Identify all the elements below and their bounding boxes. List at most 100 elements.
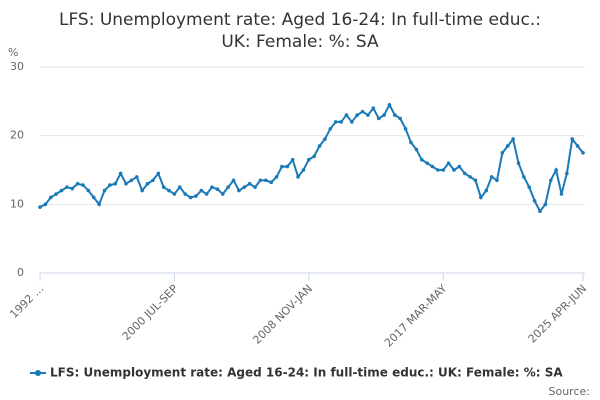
point [102,188,107,193]
point [118,171,123,176]
point [532,199,537,203]
point [280,164,284,169]
legend-label: LFS: Unemployment rate: Aged 16-24: In f… [50,366,563,380]
point [522,175,526,179]
point [398,116,403,121]
point [59,188,64,193]
point [161,185,166,189]
point [339,120,343,124]
point [134,175,139,179]
point [70,186,75,191]
point [177,185,182,189]
point [446,161,451,165]
point [274,175,279,179]
point [559,192,564,196]
y-axis-label: % [8,46,18,59]
point [269,180,273,185]
point [210,185,214,189]
point [242,185,247,189]
point [65,185,69,189]
point [226,185,230,189]
point [237,188,241,193]
chart-title: UK: Female: %: SA [221,32,379,52]
point [328,127,333,131]
point [457,164,462,169]
x-tick-label: 2008 NOV-JAN [250,282,315,347]
point [258,178,263,183]
x-tick-label: 2025 APR-JUN [526,282,590,346]
point [479,195,483,200]
point [473,178,478,183]
point [403,127,408,131]
point [54,192,58,196]
point [484,188,489,193]
point [199,188,204,193]
point [505,144,510,148]
point [441,168,446,172]
point [425,161,429,165]
point [355,113,359,117]
point [462,171,467,176]
point [393,113,397,117]
point [285,164,290,169]
point [188,195,193,200]
point [543,202,548,207]
point [516,161,521,165]
point [43,202,48,207]
point [495,178,499,183]
point [172,192,177,196]
point [124,181,128,186]
point [317,144,322,148]
source: Source: [549,385,591,398]
point [220,192,225,196]
point [333,120,338,124]
y-tick-label: 20 [10,129,24,142]
point [436,168,440,172]
point [581,151,585,155]
point [312,154,316,159]
point [419,157,424,162]
point [183,192,187,196]
point [500,151,505,155]
point [253,185,257,189]
point [204,192,209,196]
point [371,106,376,110]
point [409,140,413,145]
point [247,181,252,186]
point [360,109,365,114]
point [387,102,392,107]
point [215,187,220,192]
point [156,171,161,176]
y-tick-label: 10 [10,197,24,210]
point [91,195,96,200]
point [264,178,268,183]
point [113,181,118,186]
point [145,181,150,186]
point [376,116,381,121]
point [296,175,300,179]
point [140,188,144,193]
y-tick-label: 0 [17,266,24,279]
x-tick-label: 1992 ... [7,282,46,321]
point [290,157,295,162]
x-tick-label: 2000 JUL-SEP [120,282,181,343]
point [97,202,101,207]
legend-marker [35,370,41,376]
point [511,137,515,141]
point [554,168,558,172]
point [38,205,42,209]
point [231,178,236,183]
point [350,120,354,124]
point [307,157,311,162]
point [301,168,306,172]
chart-title: LFS: Unemployment rate: Aged 16-24: In f… [59,10,541,30]
point [489,175,494,179]
x-tick-label: 2017 MAR-MAY [382,282,450,350]
point [366,113,370,117]
point [129,178,134,183]
point [430,164,435,169]
point [194,194,198,198]
point [81,183,85,187]
point [108,183,112,187]
